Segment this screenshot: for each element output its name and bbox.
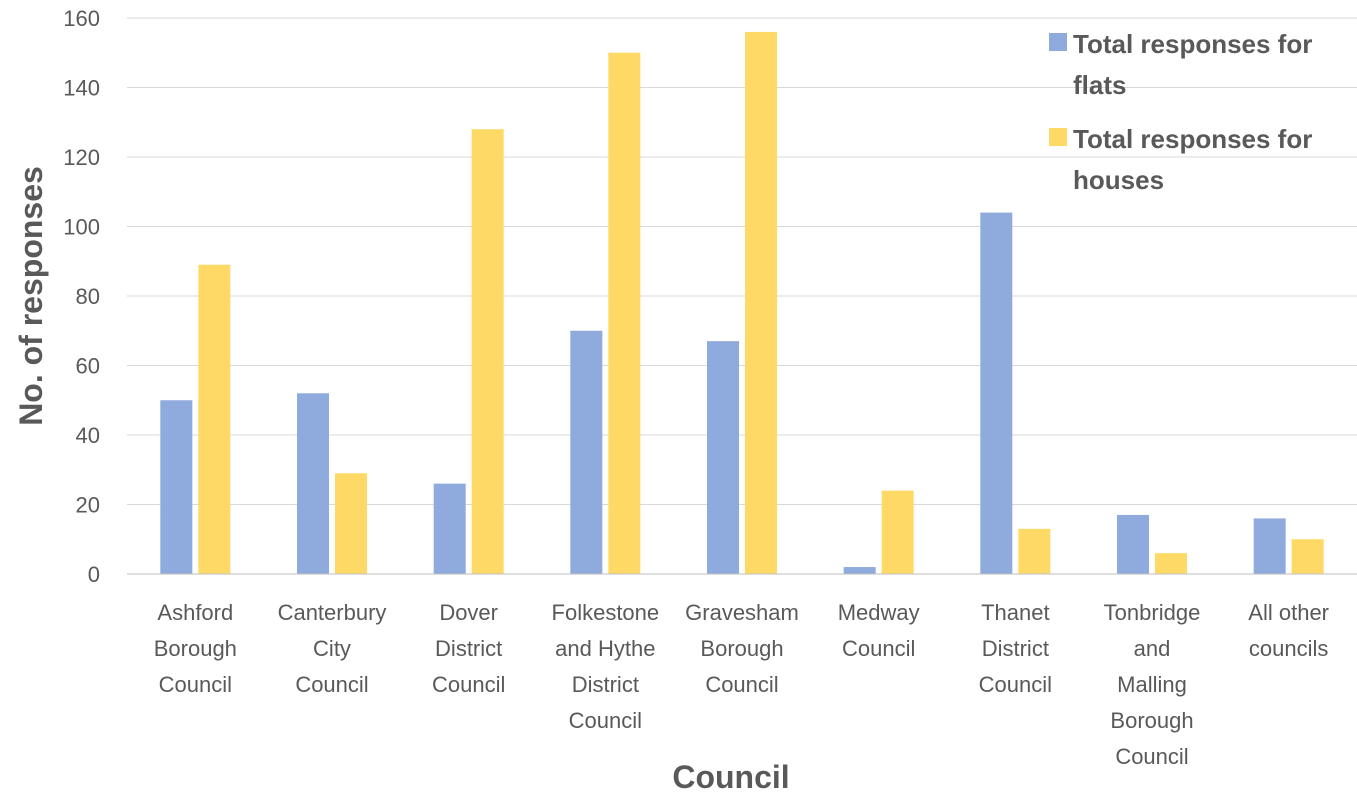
bar-houses — [335, 473, 367, 574]
x-category-label: District — [435, 636, 502, 661]
x-category-label: District — [982, 636, 1049, 661]
legend-label: houses — [1073, 165, 1164, 195]
y-tick-label: 160 — [63, 6, 100, 31]
y-tick-label: 80 — [76, 284, 100, 309]
bar-flats — [433, 483, 466, 574]
bar-flats — [570, 330, 603, 574]
x-category-label: Canterbury — [278, 600, 387, 625]
y-tick-label: 60 — [76, 354, 100, 379]
x-category-label: and — [1134, 636, 1171, 661]
bar-houses — [608, 52, 641, 574]
x-category-label: Dover — [439, 600, 498, 625]
x-category-label: All other — [1248, 600, 1329, 625]
x-category-label: Tonbridge — [1104, 600, 1201, 625]
legend-label: Total responses for — [1073, 124, 1312, 154]
x-category-label: Medway — [838, 600, 920, 625]
legend-label: flats — [1073, 70, 1126, 100]
x-category-label: Borough — [1110, 708, 1193, 733]
legend-swatch — [1049, 128, 1067, 146]
y-axis-tick-labels: 0 20 40 60 80 100 120 140 160 — [63, 6, 100, 587]
x-category-label: Council — [295, 672, 368, 697]
x-axis-category-labels: Ashford Borough Council Canterbury City Counc… — [154, 600, 1329, 769]
y-tick-label: 20 — [76, 493, 100, 518]
x-category-label: Gravesham — [685, 600, 799, 625]
x-category-label: Council — [159, 672, 232, 697]
bar-houses — [1018, 528, 1051, 574]
x-category-label: Ashford — [157, 600, 233, 625]
x-category-label: Council — [432, 672, 505, 697]
bar-flats — [707, 341, 739, 574]
x-category-label: Council — [1115, 744, 1188, 769]
x-category-label: councils — [1249, 636, 1328, 661]
y-tick-label: 140 — [63, 76, 100, 101]
legend-label: Total responses for — [1073, 29, 1312, 59]
x-category-label: Borough — [154, 636, 237, 661]
bar-flats — [843, 567, 876, 574]
x-category-label: Council — [705, 672, 778, 697]
legend-swatch — [1049, 33, 1067, 51]
bar-flats — [1253, 518, 1286, 574]
legend: Total responses for flats Total responses … — [1049, 29, 1312, 195]
y-tick-label: 0 — [88, 562, 100, 587]
x-axis-title: Council — [672, 759, 789, 792]
gridlines — [127, 17, 1357, 505]
bar-flats — [297, 393, 329, 574]
y-tick-label: 40 — [76, 423, 100, 448]
bar-flats — [980, 212, 1013, 574]
x-category-label: Council — [569, 708, 642, 733]
bar-flats — [1117, 514, 1149, 574]
bar-houses — [1155, 553, 1187, 574]
x-category-label: Thanet — [981, 600, 1050, 625]
x-category-label: Borough — [700, 636, 783, 661]
bar-houses — [881, 490, 914, 574]
x-category-label: and Hythe — [555, 636, 655, 661]
x-category-label: Folkestone — [552, 600, 660, 625]
y-tick-label: 100 — [63, 215, 100, 240]
x-category-label: Council — [979, 672, 1052, 697]
bar-houses — [471, 129, 504, 574]
x-category-label: Council — [842, 636, 915, 661]
y-axis-title: No. of responses — [13, 166, 49, 426]
bar-houses — [745, 31, 777, 574]
x-category-label: Malling — [1117, 672, 1187, 697]
bar-flats — [160, 400, 193, 574]
bar-houses — [198, 264, 231, 574]
bars — [160, 31, 1324, 574]
x-category-label: City — [313, 636, 351, 661]
bar-houses — [1291, 539, 1324, 574]
y-tick-label: 120 — [63, 145, 100, 170]
x-category-label: District — [572, 672, 639, 697]
